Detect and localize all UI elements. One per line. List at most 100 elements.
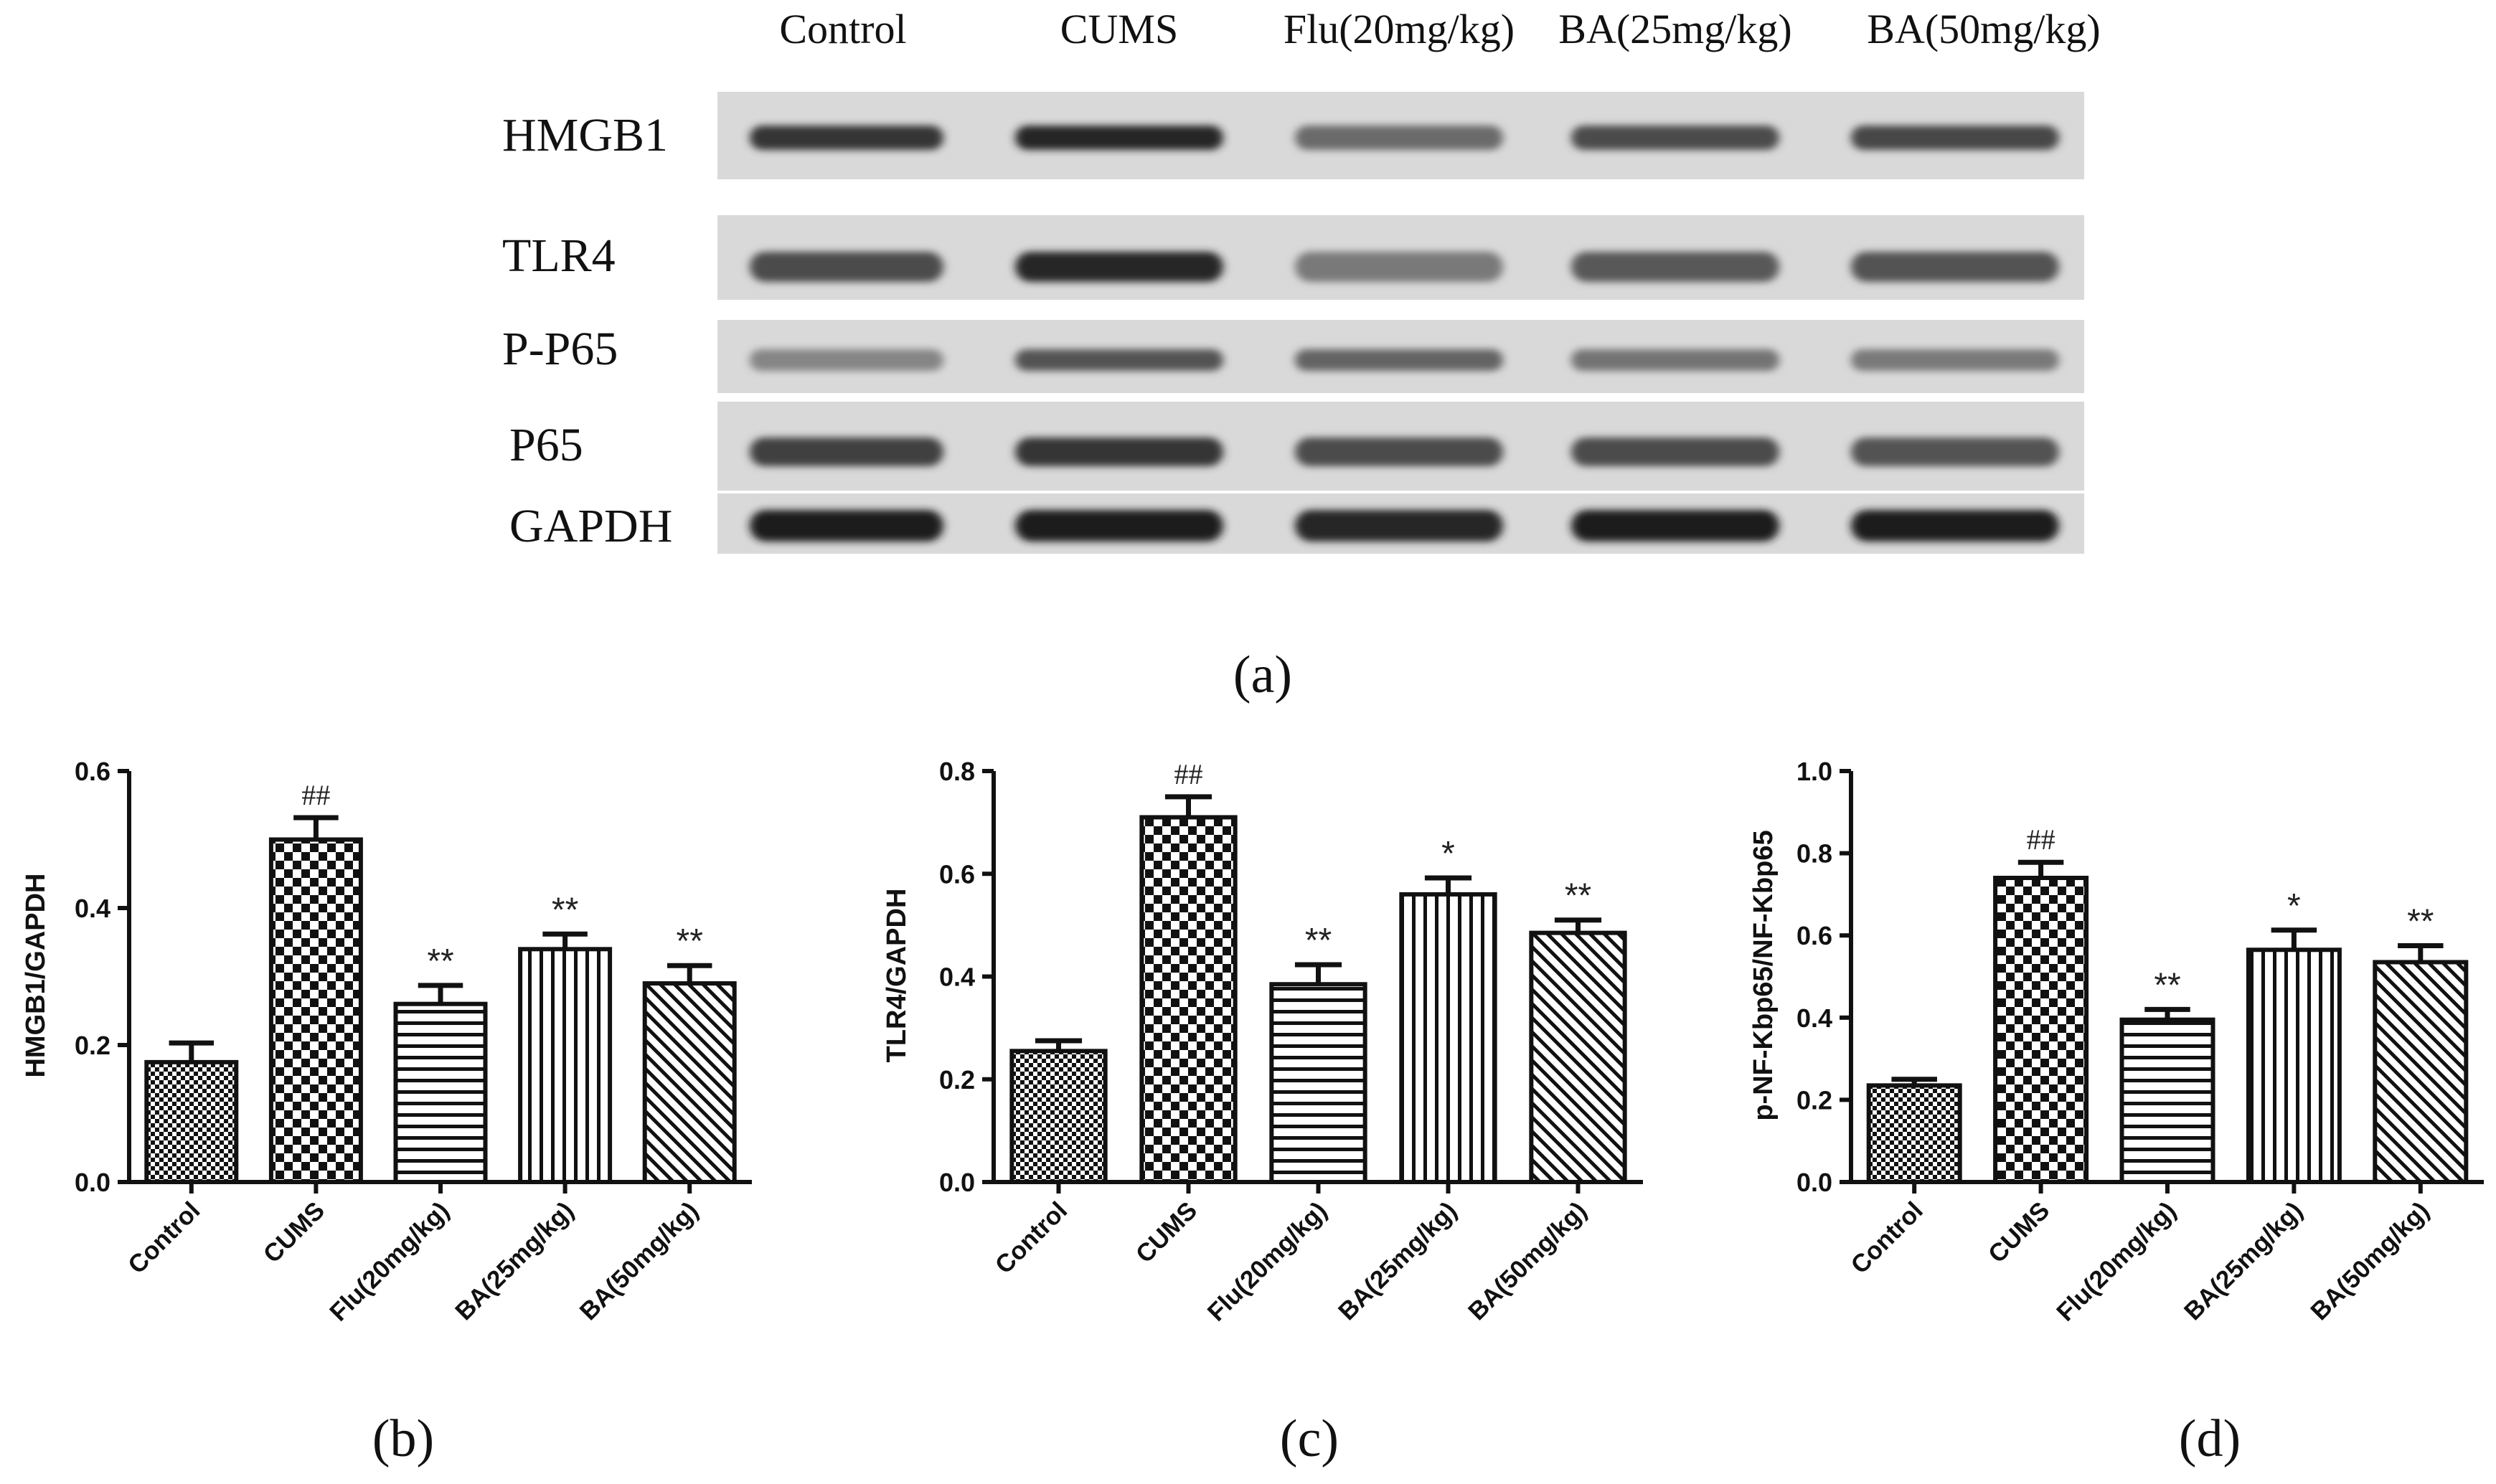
caption-d: (d) — [2179, 1409, 2241, 1468]
x-tick-label: BA(50mg/kg) — [1463, 1196, 1592, 1325]
x-tick-label: Flu(20mg/kg) — [1202, 1196, 1333, 1327]
significance-label: * — [2287, 887, 2301, 925]
blot-band — [1571, 510, 1779, 542]
significance-label: ## — [301, 779, 330, 811]
bar — [2246, 947, 2342, 1184]
chart-tlr4: TLR4/GAPDH 0.0 0.2 0.4 0.6 0.8 Control ## CUMS *… — [882, 757, 1643, 1468]
lane-label-ba50: BA(50mg/kg) — [1867, 6, 2100, 52]
lane-label-ba25: BA(25mg/kg) — [1558, 6, 1791, 52]
lane-label-flu: Flu(20mg/kg) — [1284, 6, 1515, 52]
bar — [1009, 1049, 1108, 1184]
blot-band — [750, 438, 943, 466]
x-tick-label: BA(25mg/kg) — [1333, 1196, 1462, 1325]
significance-label: ## — [2027, 823, 2055, 856]
caption-b: (b) — [372, 1409, 434, 1468]
blot-band — [750, 252, 943, 282]
blot-band — [1015, 252, 1223, 282]
blot-band — [750, 510, 943, 542]
y-tick-label: 0.4 — [1796, 1003, 1832, 1033]
row-label-p65: P65 — [509, 419, 583, 471]
x-tick-label: Flu(20mg/kg) — [324, 1196, 455, 1327]
bar — [1529, 930, 1627, 1185]
significance-label: ** — [552, 891, 578, 929]
significance-label: ** — [677, 922, 703, 960]
row-label-p-p65: P-P65 — [502, 323, 618, 375]
significance-label: ** — [2407, 903, 2434, 941]
blot-band — [1571, 438, 1779, 466]
blot-band — [1295, 252, 1503, 282]
y-tick-label: 0.0 — [75, 1168, 110, 1197]
blot-band — [1851, 438, 2059, 466]
blot-band — [1015, 510, 1223, 542]
blot-band — [1571, 126, 1779, 150]
x-tick-label: BA(50mg/kg) — [2305, 1196, 2434, 1325]
row-label-tlr4: TLR4 — [502, 230, 616, 282]
blot-band — [1015, 349, 1223, 371]
significance-label: ** — [1305, 922, 1332, 960]
x-tick-label: Control — [123, 1196, 206, 1280]
blot-band — [1851, 510, 2059, 542]
y-tick-label: 0.4 — [939, 963, 975, 992]
bar — [518, 947, 613, 1185]
bar — [2373, 960, 2469, 1184]
y-tick-label: 0.6 — [75, 757, 110, 786]
blot-band — [1571, 349, 1779, 371]
blot-band — [1295, 438, 1503, 466]
blot-band — [1295, 349, 1503, 371]
lane-label-control: Control — [779, 6, 906, 52]
blot-strips — [717, 92, 2084, 554]
row-label-gapdh: GAPDH — [509, 500, 672, 552]
blot-band — [1015, 126, 1223, 150]
bar — [1269, 982, 1367, 1185]
x-tick-label: Flu(20mg/kg) — [2051, 1196, 2182, 1327]
blot-band — [1851, 126, 2059, 150]
bar — [268, 837, 363, 1184]
x-tick-label: CUMS — [1983, 1196, 2055, 1268]
caption-a: (a) — [1233, 646, 1292, 704]
x-tick-label: CUMS — [1131, 1196, 1202, 1268]
western-blot-panel: Control CUMS Flu(20mg/kg) BA(25mg/kg) BA… — [502, 6, 2101, 704]
y-tick-label: 0.8 — [1796, 839, 1832, 869]
x-tick-label: BA(25mg/kg) — [450, 1196, 579, 1325]
bar — [642, 981, 737, 1185]
blot-band — [750, 349, 943, 371]
bar — [1866, 1083, 1962, 1184]
blot-lane-labels: Control CUMS Flu(20mg/kg) BA(25mg/kg) BA… — [779, 6, 2100, 52]
significance-label: ** — [1565, 877, 1591, 915]
blot-band — [1295, 126, 1503, 150]
y-tick-label: 0.6 — [1796, 921, 1832, 950]
lane-label-cums: CUMS — [1060, 6, 1178, 52]
blot-band — [1295, 510, 1503, 542]
bar — [1399, 892, 1497, 1185]
y-axis-label: p-NF-Kbp65/NF-Kbp65 — [1748, 830, 1779, 1120]
significance-label: ** — [427, 942, 453, 980]
blot-band — [1851, 252, 2059, 282]
y-axis-label: TLR4/GAPDH — [882, 889, 912, 1063]
chart-hmgb1: HMGB1/GAPDH 0.0 0.2 0.4 0.6 Control ## CUMS ** F… — [21, 757, 752, 1468]
y-tick-label: 0.0 — [939, 1168, 975, 1197]
significance-label: * — [1441, 835, 1455, 873]
significance-label: ## — [1174, 758, 1203, 790]
y-axis-label: HMGB1/GAPDH — [21, 873, 51, 1077]
bar — [144, 1059, 239, 1184]
x-tick-label: BA(50mg/kg) — [575, 1196, 704, 1325]
blot-band — [1851, 349, 2059, 371]
significance-label: ** — [2154, 966, 2180, 1004]
y-tick-label: 0.4 — [75, 894, 110, 923]
blot-band — [1571, 252, 1779, 282]
bar — [393, 1001, 488, 1184]
x-tick-label: CUMS — [258, 1196, 330, 1268]
blot-band — [1015, 438, 1223, 466]
chart-p-nf-kbp65: p-NF-Kbp65/NF-Kbp65 0.0 0.2 0.4 0.6 0.8 1.0 Co… — [1748, 757, 2484, 1468]
bar — [1993, 875, 2089, 1184]
y-tick-label: 0.0 — [1796, 1168, 1832, 1197]
caption-c: (c) — [1280, 1409, 1339, 1468]
x-tick-label: Control — [1845, 1196, 1928, 1280]
y-tick-label: 0.6 — [939, 859, 975, 889]
y-tick-label: 1.0 — [1796, 757, 1832, 786]
blot-row-labels: HMGB1 TLR4 P-P65 P65 GAPDH — [502, 109, 672, 552]
y-tick-label: 0.2 — [939, 1065, 975, 1095]
blot-band — [750, 126, 943, 150]
bar — [1139, 815, 1238, 1185]
